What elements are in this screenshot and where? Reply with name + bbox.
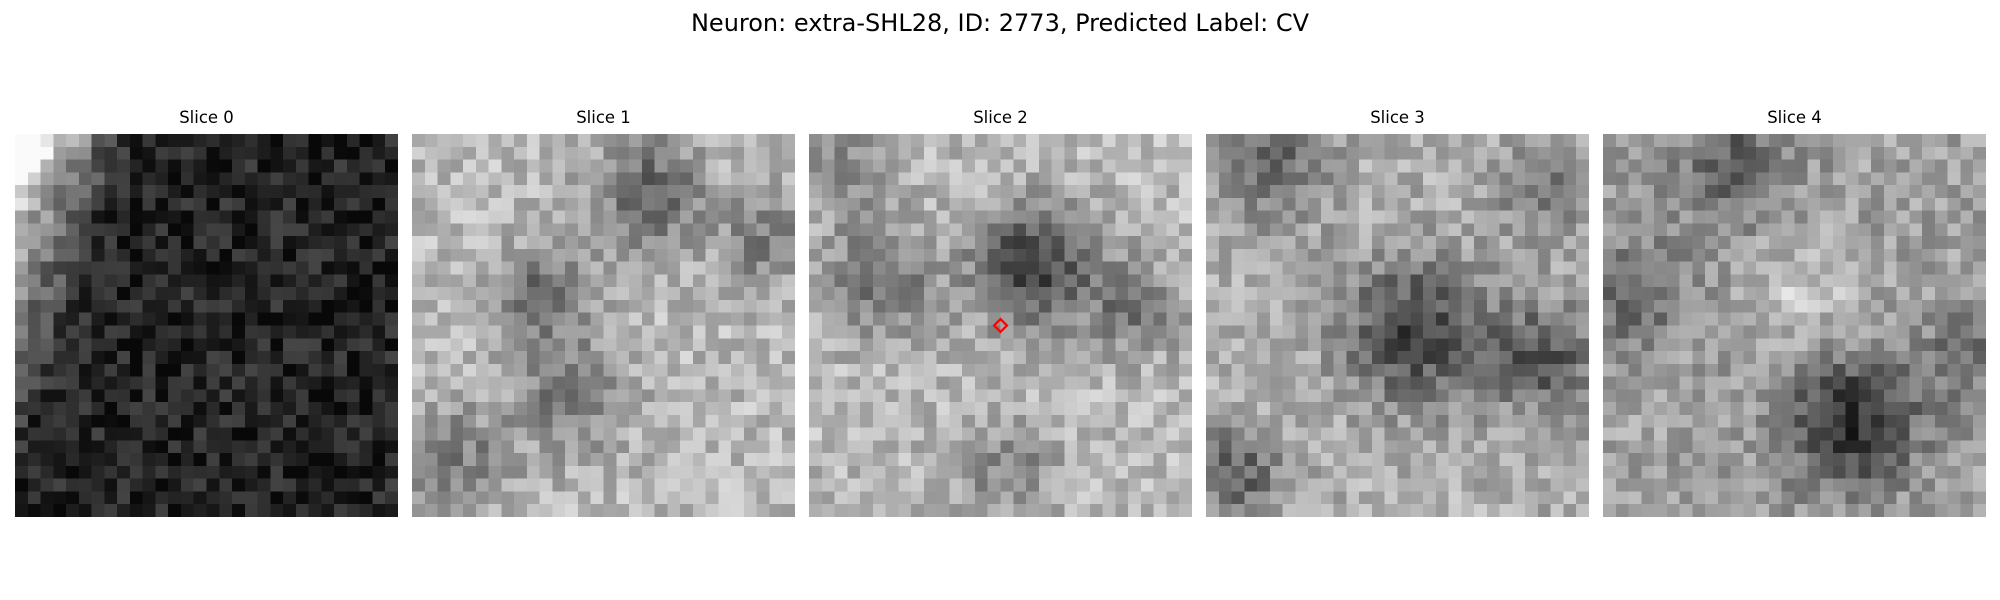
slice-image [15, 134, 398, 517]
slice-title: Slice 3 [1370, 108, 1425, 127]
slice-panel-2: Slice 2 [809, 106, 1192, 517]
slice-panel-0: Slice 0 [15, 106, 398, 517]
center-marker-icon [992, 317, 1009, 334]
slice-panel-3: Slice 3 [1206, 106, 1589, 517]
slice-panel-1: Slice 1 [412, 106, 795, 517]
slice-title: Slice 1 [576, 108, 631, 127]
slice-title: Slice 2 [973, 108, 1028, 127]
slice-title: Slice 0 [179, 108, 234, 127]
figure-title: Neuron: extra-SHL28, ID: 2773, Predicted… [690, 9, 1310, 37]
slice-image [412, 134, 795, 517]
slice-title: Slice 4 [1767, 108, 1822, 127]
slice-image [1603, 134, 1986, 517]
slice-image [809, 134, 1192, 517]
slice-panel-4: Slice 4 [1603, 106, 1986, 517]
slice-image [1206, 134, 1589, 517]
